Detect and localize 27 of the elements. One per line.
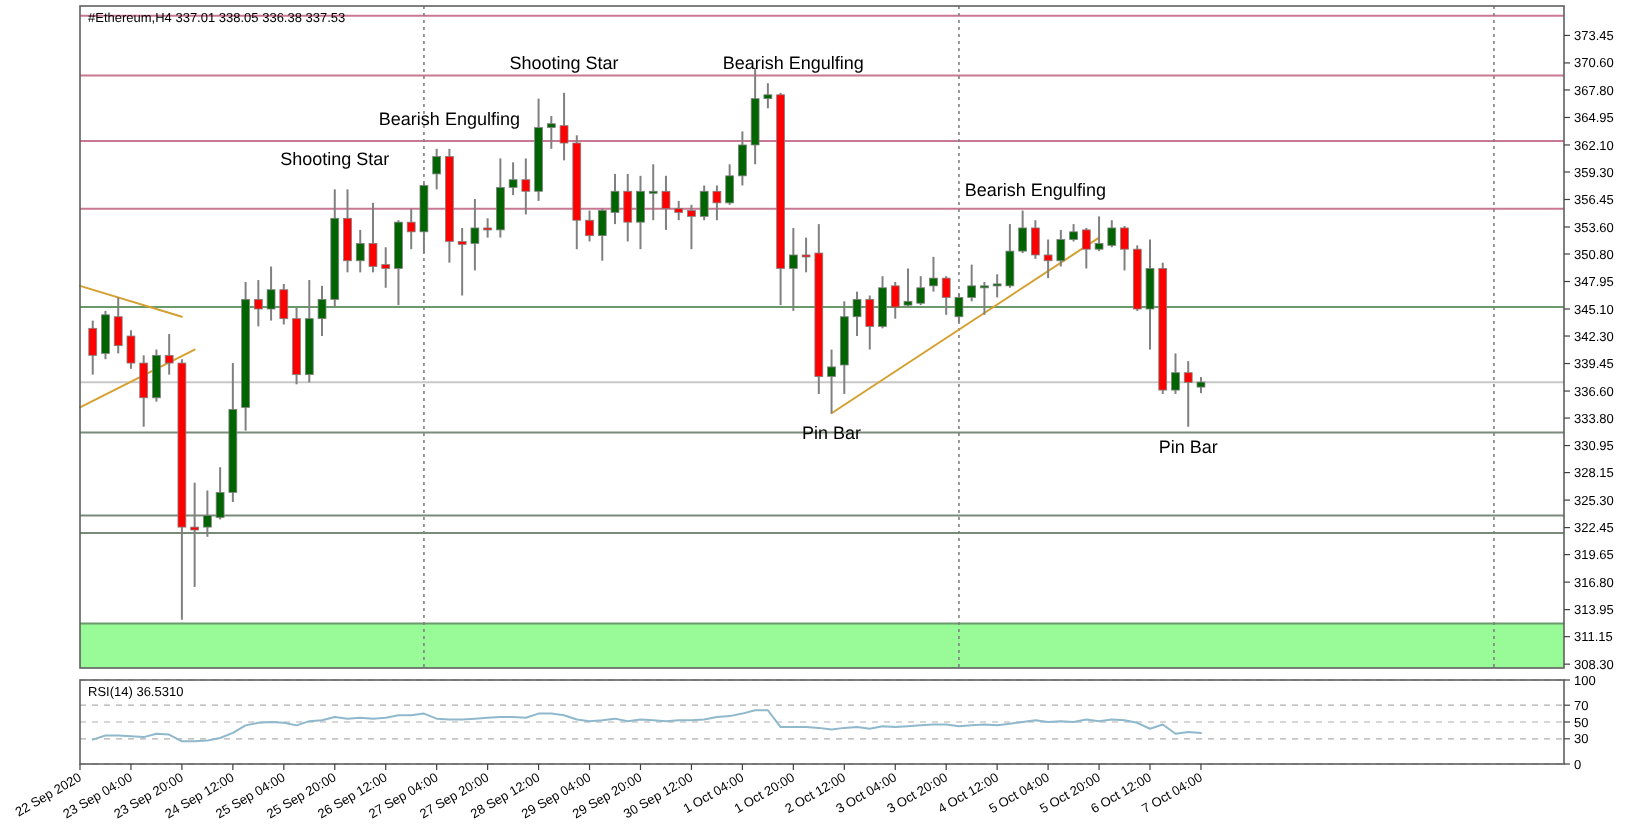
annotation: Pin Bar	[1158, 436, 1218, 457]
candlestick	[929, 255, 938, 293]
candlestick	[88, 319, 98, 376]
annotation: Shooting Star	[509, 52, 619, 73]
candlestick	[432, 147, 442, 191]
candlestick	[1031, 219, 1040, 260]
candlestick	[1120, 225, 1129, 272]
candlestick	[687, 203, 696, 251]
candlestick	[1018, 209, 1027, 255]
candlestick	[101, 309, 110, 361]
candlestick	[152, 348, 161, 403]
annotation: Bearish Engulfing	[722, 52, 864, 73]
annotation: Shooting Star	[280, 149, 390, 170]
candlestick	[827, 348, 836, 415]
candlestick	[738, 130, 747, 187]
annotation: Pin Bar	[802, 423, 862, 444]
candlestick	[343, 188, 352, 274]
candlestick	[585, 209, 594, 243]
candlestick	[636, 174, 645, 251]
candlestick	[878, 275, 887, 330]
annotation: Bearish Engulfing	[964, 180, 1106, 201]
candlestick	[980, 280, 989, 316]
candlestick	[394, 219, 403, 307]
annotation: Bearish Engulfing	[378, 108, 520, 129]
line-series	[91, 709, 1202, 743]
candlestick	[483, 217, 492, 239]
candlestick	[1171, 352, 1180, 395]
